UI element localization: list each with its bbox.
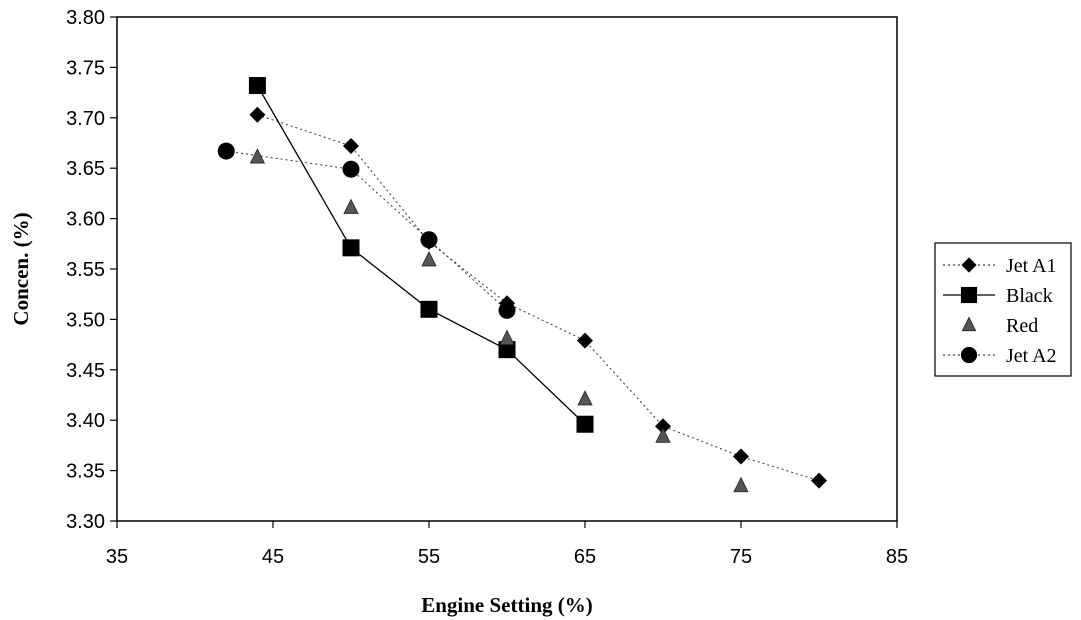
- data-point-red: [655, 427, 671, 443]
- legend-marker-red: [961, 316, 977, 332]
- x-tick-label: 75: [730, 546, 752, 568]
- legend-label-jet-a2: Jet A2: [1006, 345, 1057, 367]
- legend-label-black: Black: [1006, 285, 1053, 307]
- legend-box: [934, 242, 1072, 377]
- y-axis-title: Concen. (%): [9, 212, 33, 325]
- data-point-black: [248, 77, 266, 95]
- data-point-jet-a1: [733, 448, 749, 465]
- data-point-black: [576, 415, 594, 433]
- data-point-jet-a2: [217, 142, 235, 160]
- legend-marker-jet-a2: [960, 346, 978, 364]
- y-tick-label: 3.30: [66, 511, 105, 533]
- data-point-black: [342, 239, 360, 257]
- data-point-jet-a2: [420, 231, 438, 249]
- x-axis-title: Engine Setting (%): [421, 593, 593, 617]
- legend-label-jet-a1: Jet A1: [1006, 255, 1057, 277]
- data-point-jet-a1: [343, 138, 359, 155]
- y-axis: 3.30 3.35 3.40 3.45 3.50 3.55 3.60 3.65 3.70 3.75…: [66, 7, 117, 533]
- data-point-red: [249, 148, 266, 164]
- data-point-red: [343, 198, 359, 214]
- x-tick-label: 65: [574, 546, 596, 568]
- y-tick-label: 3.55: [66, 259, 105, 281]
- data-point-black: [498, 341, 516, 359]
- data-point-jet-a2: [498, 301, 516, 319]
- series-line-jet-a1: [257, 114, 820, 482]
- data-point-jet-a1: [577, 332, 593, 349]
- data-point-red: [733, 476, 749, 493]
- series-line-jet-a2: [226, 150, 508, 311]
- series-line-black: [256, 85, 586, 425]
- legend: Jet A1 Black Red Jet A2: [934, 242, 1072, 377]
- data-point-red: [577, 390, 593, 406]
- plot-area: [116, 16, 898, 522]
- legend-marker-jet-a1: [961, 257, 977, 273]
- y-tick-label: 3.50: [66, 309, 105, 331]
- x-tick-label: 35: [106, 546, 128, 568]
- x-tick-label: 45: [262, 546, 284, 568]
- y-tick-label: 3.70: [66, 108, 105, 130]
- x-tick-label: 85: [886, 546, 908, 568]
- plot-border: [116, 16, 898, 522]
- data-point-jet-a1: [249, 106, 266, 123]
- x-axis: 35 45 55 65 75 85: [106, 521, 908, 568]
- legend-marker-black: [960, 286, 978, 304]
- y-tick-label: 3.35: [66, 461, 105, 483]
- y-tick-label: 3.75: [66, 57, 105, 79]
- data-point-red: [421, 251, 437, 267]
- data-point-black: [420, 300, 438, 318]
- data-point-red: [499, 329, 515, 345]
- legend-label-red: Red: [1006, 315, 1038, 337]
- series-lines: [226, 85, 820, 482]
- y-tick-label: 3.65: [66, 158, 105, 180]
- y-tick-label: 3.45: [66, 360, 105, 382]
- data-point-jet-a1: [811, 472, 827, 489]
- x-tick-label: 55: [418, 546, 440, 568]
- data-point-jet-a1: [655, 418, 671, 435]
- y-tick-label: 3.60: [66, 209, 105, 231]
- data-point-jet-a2: [342, 160, 360, 178]
- series-markers: [217, 77, 827, 493]
- y-tick-label: 3.80: [66, 7, 105, 29]
- y-tick-label: 3.40: [66, 410, 105, 432]
